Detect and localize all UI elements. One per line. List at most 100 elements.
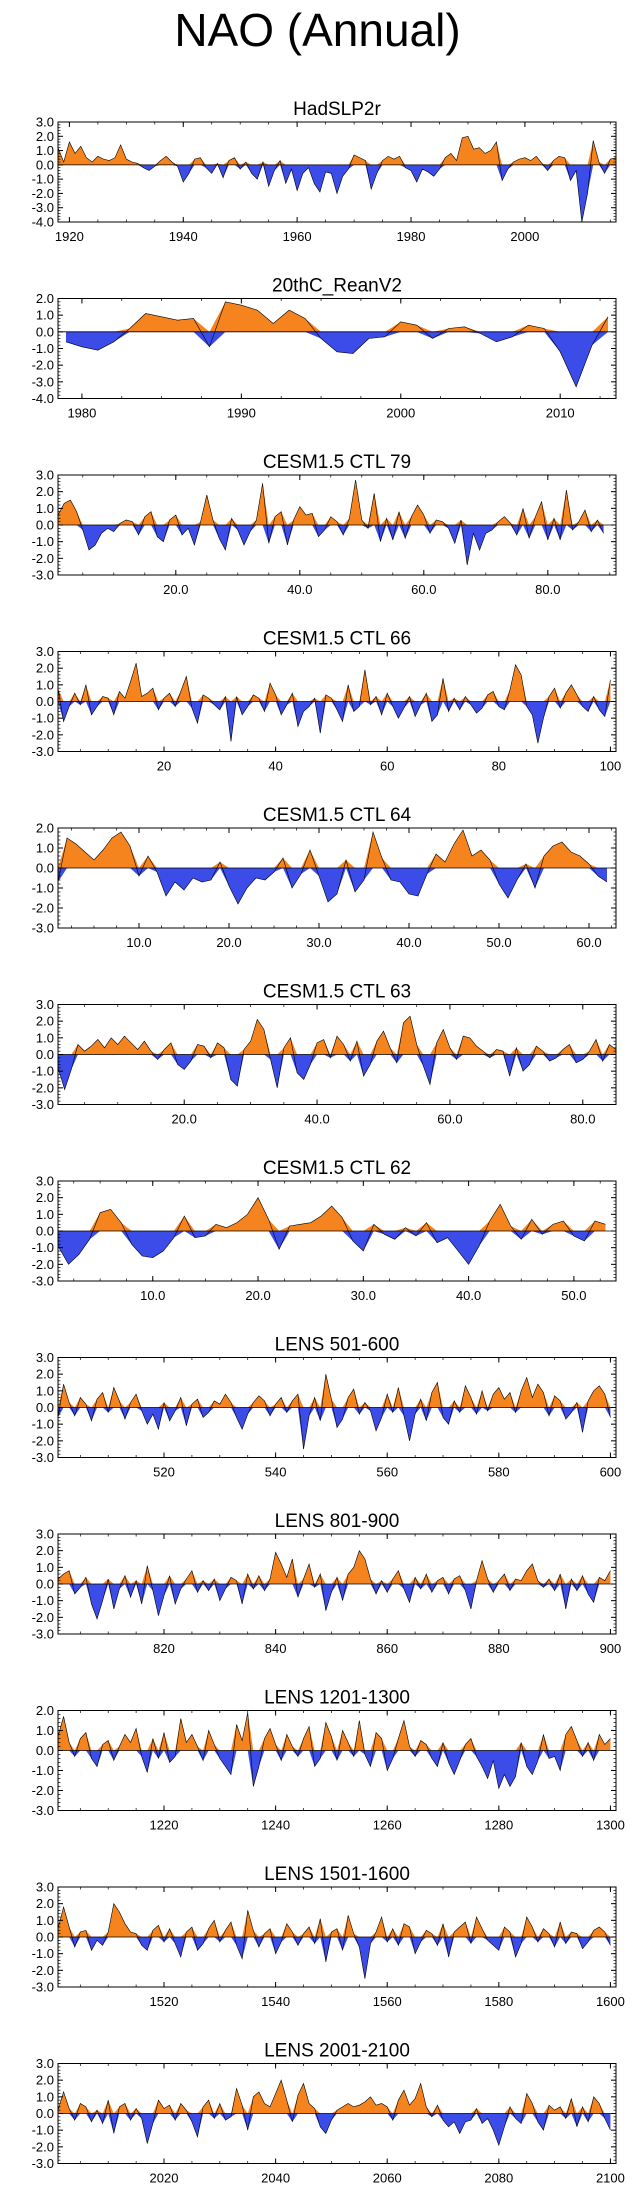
panel-title: LENS 501-600: [275, 1335, 400, 1356]
x-tick-label: 1980: [67, 406, 96, 421]
x-tick-label: 80: [492, 759, 506, 774]
x-tick-label: 1300: [596, 1818, 625, 1833]
y-tick-label: 2.0: [36, 661, 54, 676]
y-tick-label: 3.0: [36, 1350, 54, 1365]
x-tick-label: 60.0: [437, 1112, 462, 1127]
y-tick-label: 3.0: [36, 1174, 54, 1189]
y-tick-label: 3.0: [36, 997, 54, 1012]
negative-area: [58, 1937, 611, 1979]
y-tick-label: -1.0: [32, 1417, 54, 1432]
y-tick-label: -1.0: [32, 172, 54, 187]
y-tick-label: -2.0: [32, 551, 54, 566]
y-tick-label: -3.0: [32, 1803, 54, 1818]
negative-area: [58, 701, 611, 744]
x-tick-label: 1560: [373, 1994, 402, 2009]
x-tick-label: 840: [265, 1641, 287, 1656]
panel-title: CESM1.5 CTL 66: [263, 629, 411, 650]
x-tick-label: 560: [376, 1465, 398, 1480]
x-tick-label: 1580: [484, 1994, 513, 2009]
y-tick-label: 0.0: [36, 518, 54, 533]
y-tick-label: -2.0: [32, 2139, 54, 2154]
x-tick-label: 40.0: [396, 935, 421, 950]
positive-area: [58, 1712, 611, 1751]
y-tick-label: 3.0: [36, 1880, 54, 1895]
x-tick-label: 20.0: [245, 1288, 270, 1303]
y-tick-label: 1.0: [36, 308, 54, 323]
negative-area: [58, 1750, 611, 1789]
positive-area: [58, 1550, 611, 1584]
x-tick-label: 50.0: [561, 1288, 586, 1303]
x-tick-label: 30.0: [306, 935, 331, 950]
x-tick-label: 1980: [397, 229, 426, 244]
x-tick-label: 2100: [596, 2171, 625, 2186]
x-tick-label: 900: [600, 1641, 622, 1656]
y-tick-label: 1.0: [36, 1723, 54, 1738]
series-line: [65, 301, 609, 388]
panel-title: CESM1.5 CTL 62: [263, 1158, 411, 1179]
y-tick-label: -3.0: [32, 1274, 54, 1289]
x-tick-label: 60.0: [576, 935, 601, 950]
panel-title: LENS 1201-1300: [264, 1688, 410, 1709]
y-tick-label: -4.0: [32, 391, 54, 406]
x-tick-label: 600: [600, 1465, 622, 1480]
y-tick-label: 2.0: [36, 484, 54, 499]
series-line: [57, 1374, 611, 1450]
series-line: [57, 1549, 611, 1620]
panel-title: LENS 2001-2100: [264, 2041, 410, 2062]
y-tick-label: -1.0: [32, 1240, 54, 1255]
negative-area: [58, 1054, 616, 1090]
series-line: [57, 829, 608, 905]
y-tick-label: 2.0: [36, 1543, 54, 1558]
negative-area: [65, 331, 609, 387]
y-tick-label: 1.0: [36, 1030, 54, 1045]
y-tick-label: 1.0: [36, 1207, 54, 1222]
y-tick-label: 1.0: [36, 677, 54, 692]
y-tick-label: 2.0: [36, 1367, 54, 1382]
series-line: [57, 2079, 611, 2147]
nao-panel: CESM1.5 CTL 66 -3.0 -2.0-1.0 0.0 1.02.0 3.0 20…: [32, 629, 622, 774]
y-tick-label: 0.0: [36, 1047, 54, 1062]
x-tick-label: 30.0: [351, 1288, 376, 1303]
y-tick-label: 2.0: [36, 1190, 54, 1205]
y-tick-label: 1.0: [36, 841, 54, 856]
y-tick-label: 2.0: [36, 1703, 54, 1718]
x-tick-label: 880: [488, 1641, 510, 1656]
x-tick-label: 1520: [150, 1994, 179, 2009]
y-tick-label: 0.0: [36, 324, 54, 339]
panel-title: CESM1.5 CTL 79: [263, 452, 411, 473]
y-tick-label: -2.0: [32, 1610, 54, 1625]
positive-area: [58, 480, 604, 525]
x-tick-label: 80.0: [535, 582, 560, 597]
x-tick-label: 2000: [510, 229, 539, 244]
y-tick-label: -1.0: [32, 1064, 54, 1079]
y-tick-label: 0.0: [36, 1743, 54, 1758]
positive-area: [58, 136, 616, 165]
nao-panel: HadSLP2r -4.0-3.0-2.0-1.00.01.02.03.0 1920…: [32, 99, 617, 244]
nao-panel: LENS 501-600 -3.0 -2.0-1.0 0.0 1.02.0 3.0 520 5…: [32, 1335, 622, 1480]
x-tick-label: 10.0: [140, 1288, 165, 1303]
y-tick-label: -3.0: [32, 2156, 54, 2171]
nao-panel: LENS 1201-1300 -3.0 -2.0 -1.0 0.0 1.0 2.0 1220 1…: [32, 1688, 625, 1833]
panel-title: HadSLP2r: [293, 99, 381, 120]
x-tick-label: 100: [600, 759, 622, 774]
y-tick-label: 1.0: [36, 2089, 54, 2104]
nao-panel: 20thC_ReanV2 -4.0 -3.0-2.0 -1.0 0.01.0 2.0 198…: [32, 276, 617, 421]
page-title: NAO (Annual): [174, 4, 461, 56]
y-tick-label: 1.0: [36, 1560, 54, 1575]
x-tick-label: 50.0: [486, 935, 511, 950]
y-tick-label: 2.0: [36, 821, 54, 836]
x-tick-label: 1990: [227, 406, 256, 421]
y-tick-label: -1.0: [32, 881, 54, 896]
x-tick-label: 1540: [261, 1994, 290, 2009]
y-tick-label: 0.0: [36, 694, 54, 709]
panel-title: LENS 1501-1600: [264, 1864, 410, 1885]
y-tick-label: 1.0: [36, 1913, 54, 1928]
x-tick-label: 1940: [169, 229, 198, 244]
y-tick-label: 0.0: [36, 1930, 54, 1945]
y-tick-label: 2.0: [36, 129, 54, 144]
panel-title: LENS 801-900: [275, 1511, 400, 1532]
positive-area: [58, 663, 611, 702]
positive-area: [58, 1016, 616, 1055]
y-tick-label: -2.0: [32, 1433, 54, 1448]
x-tick-label: 2040: [261, 2171, 290, 2186]
